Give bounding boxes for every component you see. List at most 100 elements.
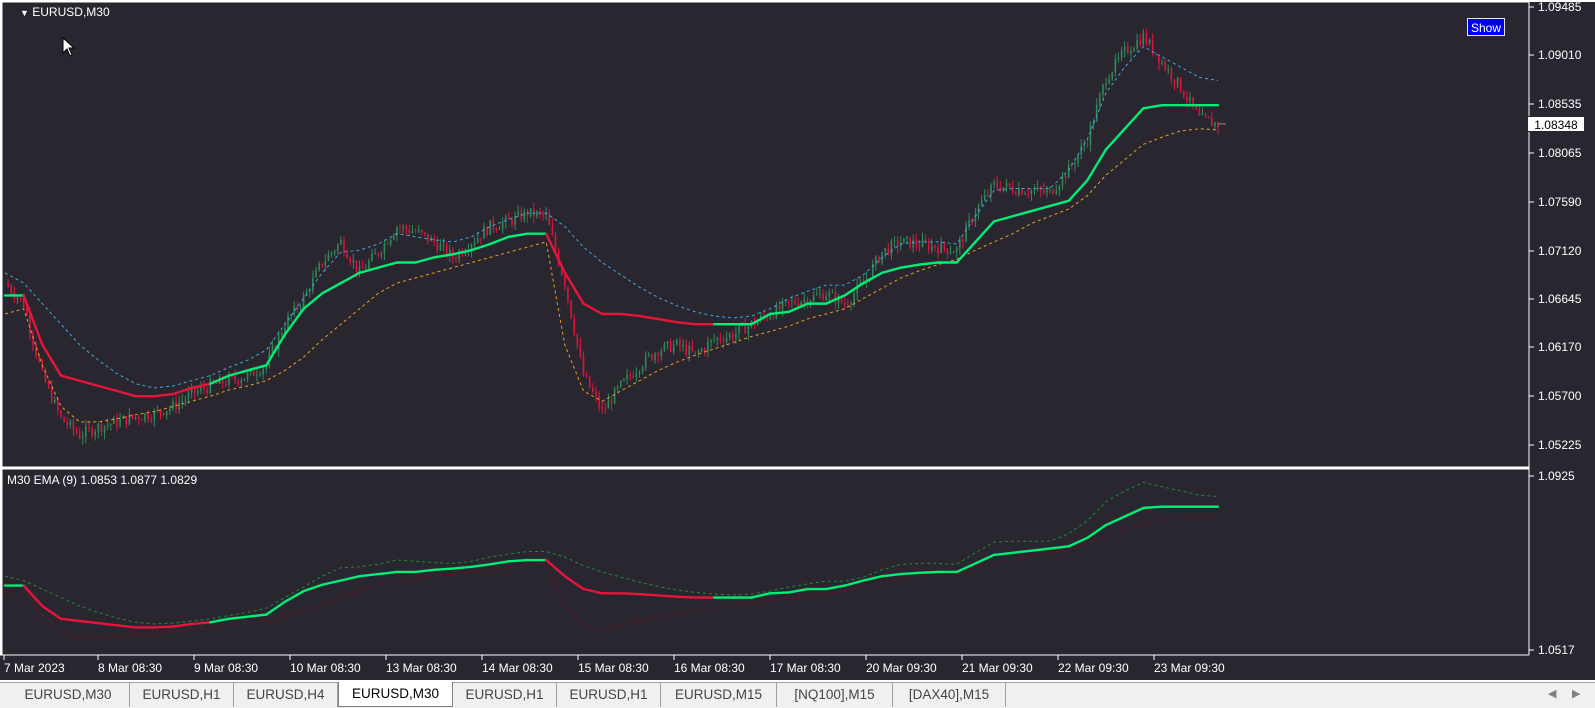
candle-body <box>635 373 638 378</box>
candle-body <box>442 243 445 245</box>
sub-lower-line <box>4 515 1219 639</box>
candle-body <box>340 239 342 245</box>
candle-body <box>38 355 41 362</box>
sub-trend-line-segment <box>656 594 679 598</box>
tab-2[interactable]: EURUSD,H1 <box>130 683 234 707</box>
show-button[interactable]: Show <box>1467 18 1505 36</box>
candle-body <box>669 341 672 352</box>
trend-line-segment <box>171 386 193 396</box>
candle-body <box>159 409 162 413</box>
candle-body <box>209 379 212 393</box>
candle-body <box>815 294 818 296</box>
candle-body <box>607 400 610 409</box>
candle-body <box>620 380 622 387</box>
candle-body <box>228 375 230 385</box>
tab-3[interactable]: EURUSD,H4 <box>234 683 338 707</box>
candle-body <box>396 227 398 236</box>
tab-5[interactable]: EURUSD,H1 <box>453 683 557 707</box>
candle-body <box>424 232 426 234</box>
candle-body <box>517 211 519 216</box>
scroll-left-icon[interactable]: ◀ <box>1548 688 1557 700</box>
candle-body <box>722 340 725 342</box>
trend-line-segment <box>544 232 567 274</box>
chart-svg[interactable]: 1.09485 1.09010 1.08535 1.08065 1.07590 1.071… <box>0 0 1595 680</box>
candle-body <box>1074 163 1076 166</box>
candle-body <box>613 388 616 404</box>
candle-body <box>420 229 423 233</box>
price-tick-label: 1.07590 <box>1538 195 1582 209</box>
candle-body <box>545 213 547 215</box>
trend-line-segment <box>433 253 455 259</box>
candle-body <box>1214 122 1216 127</box>
sub-trend-line-segment <box>1067 536 1089 548</box>
trend-line-segment <box>1011 209 1033 218</box>
tab-4[interactable]: EURUSD,M30 <box>338 682 453 707</box>
scroll-right-icon[interactable]: ▶ <box>1572 688 1581 700</box>
candle-body <box>532 208 535 217</box>
time-tick-label: 21 Mar 09:30 <box>962 661 1033 675</box>
candle-body <box>756 320 759 326</box>
candle-body <box>309 290 311 292</box>
candle-body <box>165 411 168 416</box>
candle-body <box>738 325 740 334</box>
trend-line-segment <box>507 232 529 238</box>
sub-trend-line-segment <box>750 592 772 599</box>
candle-body <box>560 265 563 276</box>
candle-body <box>156 409 159 411</box>
sub-trend-line-segment <box>414 568 436 574</box>
tab-8[interactable]: [NQ100],M15 <box>777 683 893 707</box>
candle-body <box>392 235 395 240</box>
candle-body <box>654 353 656 360</box>
candle-body <box>1046 189 1048 193</box>
candle-body <box>663 343 666 351</box>
candle-body <box>927 242 930 250</box>
candle-body <box>368 260 370 269</box>
candle-body <box>1114 58 1117 73</box>
trend-line-segment <box>862 271 884 285</box>
candle-body <box>573 317 575 335</box>
candle-body <box>63 416 65 423</box>
candle-body <box>85 426 87 437</box>
candle-body <box>803 299 806 303</box>
candle-body <box>657 353 659 357</box>
chart-tab-bar: ◀ ▶ EURUSD,M30 EURUSD,H1 EURUSD,H4 EURUSD,M… <box>0 682 1595 708</box>
tab-6[interactable]: EURUSD,H1 <box>557 683 661 707</box>
candle-body <box>1018 188 1020 195</box>
candle-body <box>1102 84 1104 95</box>
trend-line-segment <box>1104 127 1126 151</box>
chart-area[interactable]: 1.09485 1.09010 1.08535 1.08065 1.07590 1.071… <box>0 0 1595 680</box>
trend-line-segment <box>246 364 268 372</box>
candle-body <box>231 375 233 377</box>
candle-body <box>483 227 485 239</box>
candle-body <box>1036 187 1039 190</box>
candle-body <box>343 239 345 254</box>
trend-line-segment <box>321 281 343 295</box>
candle-body <box>131 414 134 418</box>
collapse-triangle-icon[interactable]: ▼ <box>20 8 29 18</box>
candle-body <box>732 333 734 339</box>
candle-body <box>119 419 121 427</box>
price-axis <box>1529 2 1595 655</box>
candle-body <box>44 369 47 383</box>
candle-body <box>287 316 289 329</box>
tab-7[interactable]: EURUSD,M15 <box>661 683 777 707</box>
sub-trend-line-segment <box>78 619 100 625</box>
candle-body <box>921 239 924 247</box>
candle-body <box>511 219 513 225</box>
trend-line-segment <box>358 266 380 274</box>
sub-trend-line-segment <box>246 613 268 618</box>
candle-body <box>850 302 852 305</box>
candle-body <box>679 339 681 347</box>
trend-line-segment <box>265 333 287 367</box>
candle-body <box>125 416 128 425</box>
tab-9[interactable]: [DAX40],M15 <box>893 683 1006 707</box>
tab-1[interactable]: EURUSD,M30 <box>7 683 130 707</box>
candle-body <box>1049 189 1051 191</box>
candle-body <box>781 301 784 310</box>
candle-body <box>109 423 112 425</box>
trend-line-segment <box>1048 199 1070 208</box>
candle-body <box>999 187 1002 191</box>
candle-body <box>1176 77 1179 85</box>
candle-body <box>962 239 964 243</box>
sub-trend-line-segment <box>339 575 361 582</box>
